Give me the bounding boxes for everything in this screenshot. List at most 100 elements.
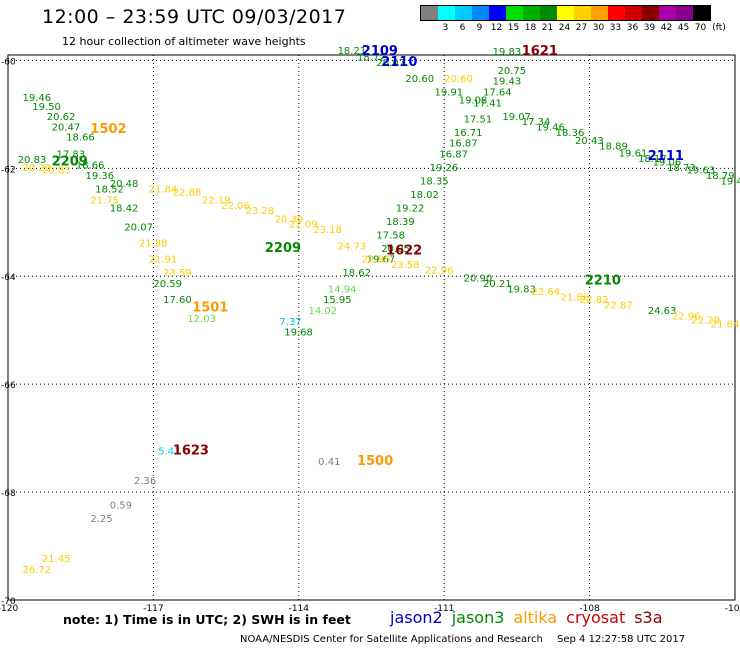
- legend-label: 18: [524, 23, 537, 33]
- pass-time-label: 2109: [362, 44, 398, 59]
- note-text: note: 1) Time is in UTC; 2) SWH is in fe…: [63, 612, 351, 627]
- footer-timestamp: Sep 4 12:27:58 UTC 2017: [557, 634, 686, 645]
- wave-height-value: 24.73: [338, 241, 367, 252]
- legend-swatch: [625, 6, 642, 20]
- legend-label: 30: [592, 23, 605, 33]
- legend-label: 36: [626, 23, 639, 33]
- lon-label: -108: [579, 604, 600, 614]
- wave-height-value: 18.66: [66, 132, 95, 143]
- legend-label: 45: [677, 23, 690, 33]
- wave-height-value: 18.79: [706, 171, 735, 182]
- wave-height-value: 19.46: [23, 93, 52, 104]
- lat-label: -68: [1, 489, 16, 499]
- legend-label: 70: [694, 23, 707, 33]
- map-title: 12:00 – 23:59 UTC 09/03/2017: [42, 6, 347, 28]
- wave-height-value: 18.02: [410, 190, 439, 201]
- wave-height-value: 21.88: [139, 239, 168, 250]
- legend-label: 21: [541, 23, 554, 33]
- legend-swatch: [642, 6, 659, 20]
- wave-height-value: 21.91: [149, 255, 178, 266]
- lon-label: -111: [434, 604, 454, 614]
- satellite-cryosat: cryosat: [566, 608, 626, 627]
- legend-label: 15: [507, 23, 520, 33]
- wave-height-value: 19.07: [502, 112, 531, 123]
- legend-swatch: [489, 6, 506, 20]
- lat-label: -60: [1, 57, 16, 67]
- wave-height-value: 18.62: [342, 268, 371, 279]
- wave-height-value: 2.25: [90, 514, 112, 525]
- wave-height-value: 19.83: [493, 47, 522, 58]
- wave-height-value: 22.64: [531, 287, 560, 298]
- legend-swatch: [472, 6, 489, 20]
- wave-height-value: 19.68: [284, 328, 313, 339]
- wave-height-value: 19.46: [536, 123, 565, 134]
- legend-label: 39: [643, 23, 656, 33]
- wave-height-value: 19.08: [459, 96, 488, 107]
- wave-height-value: 21.84: [149, 185, 178, 196]
- wave-height-value: 22.85: [362, 255, 391, 266]
- legend-unit: (ft): [712, 23, 726, 33]
- wave-height-value: 23.58: [391, 260, 420, 271]
- pass-time-label: 2209: [265, 241, 301, 256]
- wave-height-value: 19.22: [396, 203, 425, 214]
- wave-height-value: 15.95: [323, 295, 352, 306]
- pass-time-label: 1621: [522, 44, 558, 59]
- legend-swatches: [420, 5, 711, 21]
- wave-height-value: 20.43: [575, 136, 604, 147]
- wave-height-value: 14.02: [308, 306, 337, 317]
- pass-time-label: 1502: [90, 122, 126, 137]
- lon-label: -117: [143, 604, 163, 614]
- satellite-jason3: jason3: [451, 608, 505, 627]
- lon-label: -120: [0, 604, 18, 614]
- wave-height-value: 17.58: [376, 230, 405, 241]
- pass-time-label: 2111: [648, 149, 684, 164]
- pass-time-label: 2210: [585, 273, 621, 288]
- legend-swatch: [506, 6, 523, 20]
- wave-height-value: 20.60: [405, 74, 434, 85]
- wave-height-value: 5.47: [158, 446, 180, 457]
- wave-height-value: 21.45: [42, 554, 71, 565]
- wave-height-value: 20.05: [381, 244, 410, 255]
- legend-swatch: [659, 6, 676, 20]
- wave-height-value: 22.87: [604, 301, 633, 312]
- pass-time-label: 2110: [381, 55, 417, 70]
- wave-height-value: 0.41: [318, 457, 340, 468]
- wave-height-value: 19.61: [619, 148, 648, 159]
- wave-height-value: 17.83: [56, 150, 85, 161]
- lon-label: -105: [725, 604, 740, 614]
- legend-swatch: [676, 6, 693, 20]
- wave-height-value: 20.07: [124, 222, 153, 233]
- pass-time-label: 1501: [192, 300, 228, 315]
- wave-height-value: 19.67: [367, 255, 396, 266]
- wave-height-value: 17.34: [522, 117, 551, 128]
- wave-height-value: 17.60: [163, 295, 192, 306]
- legend-swatch: [523, 6, 540, 20]
- wave-height-value: 17.64: [483, 87, 512, 98]
- wave-height-value: 17.51: [464, 114, 493, 125]
- wave-height-value: 19.26: [430, 163, 459, 174]
- legend-label: 33: [609, 23, 622, 33]
- color-legend: 3 6 9 12 15 18 21 24 27 30 33 36 39 42 45 70 (ft): [420, 5, 726, 33]
- wave-height-value: 20.47: [52, 123, 81, 134]
- legend-swatch: [608, 6, 625, 20]
- wave-height-value: 19.50: [32, 102, 61, 113]
- wave-height-value: 18.42: [110, 203, 139, 214]
- wave-height-value: 21.86: [561, 293, 590, 304]
- wave-height-value: 23.28: [245, 206, 274, 217]
- wave-height-value: 20.59: [153, 279, 182, 290]
- wave-height-value: 20.90: [464, 274, 493, 285]
- wave-height-value: 16.87: [449, 139, 478, 150]
- wave-height-value: 22.29: [691, 316, 720, 327]
- satellite-legend: jason2 jason3 altika cryosat s3a: [390, 608, 672, 627]
- legend-swatch: [438, 6, 455, 20]
- wave-height-value: 20.48: [110, 179, 139, 190]
- pass-time-label: 1500: [357, 454, 393, 469]
- wave-height-value: 18.72: [357, 52, 386, 63]
- legend-swatch: [455, 6, 472, 20]
- wave-height-value: 19.91: [435, 87, 464, 98]
- lat-label: -64: [1, 273, 16, 283]
- legend-label: 42: [660, 23, 673, 33]
- wave-height-value: 19.43: [493, 77, 522, 88]
- pass-time-label: 1623: [173, 443, 209, 458]
